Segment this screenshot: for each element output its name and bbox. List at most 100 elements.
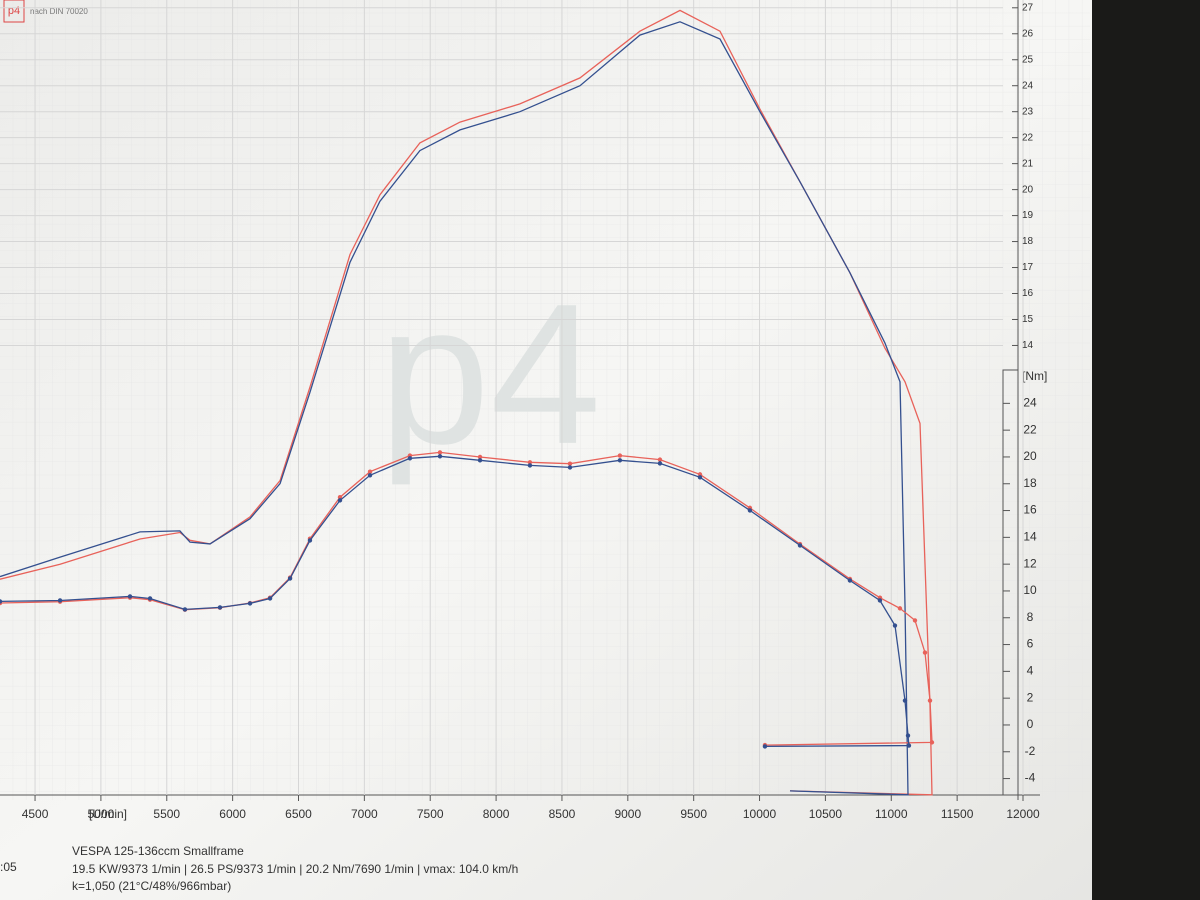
point: [567, 461, 573, 466]
x-tick-label: 9000: [614, 807, 641, 821]
point: [697, 475, 703, 480]
side-note: :05: [0, 860, 17, 874]
y-tick-label: 23: [1022, 106, 1034, 117]
x-tick-label: 7500: [417, 807, 444, 821]
point: [617, 453, 623, 458]
point: [927, 698, 933, 703]
point: [0, 599, 3, 604]
point: [902, 698, 908, 703]
point: [477, 458, 483, 463]
y-tick-label: 26: [1022, 28, 1034, 39]
point: [127, 594, 133, 599]
logo: p4: [8, 5, 20, 17]
y2-tick-label: 2: [1027, 690, 1034, 704]
y2-tick-label: 20: [1023, 449, 1037, 463]
x-tick-label: 10000: [743, 807, 777, 821]
point: [367, 469, 373, 474]
title: VESPA 125-136ccm Smallframe: [72, 844, 244, 858]
point: [307, 538, 313, 543]
point: [437, 454, 443, 459]
point: [477, 454, 483, 460]
point: [906, 743, 912, 748]
point: [407, 456, 413, 461]
point: [527, 463, 533, 468]
point: [847, 578, 853, 583]
y2-tick-label: 4: [1027, 664, 1034, 678]
y-tick-label: 25: [1022, 54, 1034, 65]
x-tick-label: 11500: [941, 807, 974, 821]
point: [912, 618, 918, 623]
point: [897, 606, 903, 611]
y2-tick-label: 14: [1023, 530, 1037, 544]
x-unit: [U/min]: [89, 807, 127, 821]
x-tick-label: 5500: [153, 807, 180, 821]
x-tick-label: 7000: [351, 807, 378, 821]
y-tick-label: 18: [1022, 236, 1034, 247]
point: [657, 461, 663, 466]
watermark: p4: [379, 263, 601, 486]
y-tick-label: 15: [1022, 314, 1034, 325]
x-tick-label: 10500: [809, 807, 843, 821]
point: [337, 494, 343, 500]
y2-tick-label: 0: [1027, 717, 1034, 731]
y2-tick-label: 12: [1023, 556, 1037, 570]
y2-tick-label: 6: [1027, 637, 1034, 651]
y2-tick-label: 16: [1023, 503, 1037, 517]
y-tick-label: 17: [1022, 262, 1034, 273]
series-line: [0, 9, 933, 796]
y-tick-label: 27: [1022, 2, 1034, 13]
point: [922, 650, 928, 655]
conditions: k=1,050 (21°C/48%/966mbar): [72, 879, 231, 893]
point: [217, 605, 223, 610]
y2-tick-label: 10: [1023, 583, 1037, 597]
point: [337, 498, 343, 503]
x-tick-label: 9500: [680, 807, 707, 821]
series-line: [0, 21, 909, 796]
y-tick-label: 24: [1022, 80, 1034, 91]
point: [287, 576, 293, 581]
x-tick-label: 5000: [88, 807, 115, 821]
point: [57, 598, 63, 603]
point: [747, 508, 753, 513]
point: [617, 458, 623, 463]
y-tick-label: 14: [1022, 340, 1034, 351]
y-tick-label: 22: [1022, 132, 1034, 143]
x-tick-label: 11000: [875, 807, 908, 821]
point: [892, 623, 898, 628]
x-tick-label: 8500: [549, 807, 576, 821]
y2-tick-label: 18: [1023, 476, 1037, 490]
minor-grid: [0, 0, 1090, 800]
y2-tick-label: 8: [1027, 610, 1034, 624]
point: [147, 596, 153, 601]
x-tick-label: 4500: [22, 807, 49, 821]
y2-tick-label: 22: [1023, 422, 1037, 436]
point: [762, 744, 768, 749]
x-tick-label: 6500: [285, 807, 312, 821]
logo-box: [3, 0, 25, 23]
y-tick-label: 16: [1022, 288, 1034, 299]
point: [877, 598, 883, 603]
y2-tick-label: -2: [1025, 744, 1036, 758]
x-tick-label: 12000: [1006, 807, 1040, 821]
x-tick-label: 6000: [219, 807, 246, 821]
y-tick-label: 21: [1022, 158, 1034, 169]
x-tick-label: 8000: [483, 807, 510, 821]
point: [905, 733, 911, 738]
point: [657, 457, 663, 462]
point: [267, 596, 273, 601]
point: [929, 740, 935, 745]
y2-unit: [Nm]: [1022, 369, 1047, 383]
point: [527, 460, 533, 465]
y-tick-label: 19: [1022, 210, 1034, 221]
point: [797, 543, 803, 548]
subtitle: 19.5 KW/9373 1/min | 26.5 PS/9373 1/min …: [72, 862, 518, 876]
point: [182, 607, 188, 612]
point: [247, 601, 253, 606]
point: [367, 473, 373, 478]
y2-tick-label: -4: [1025, 771, 1036, 785]
header: nach DIN 70020: [30, 7, 88, 16]
point: [567, 465, 573, 470]
point: [437, 450, 443, 455]
y2-tick-label: 24: [1023, 396, 1037, 410]
